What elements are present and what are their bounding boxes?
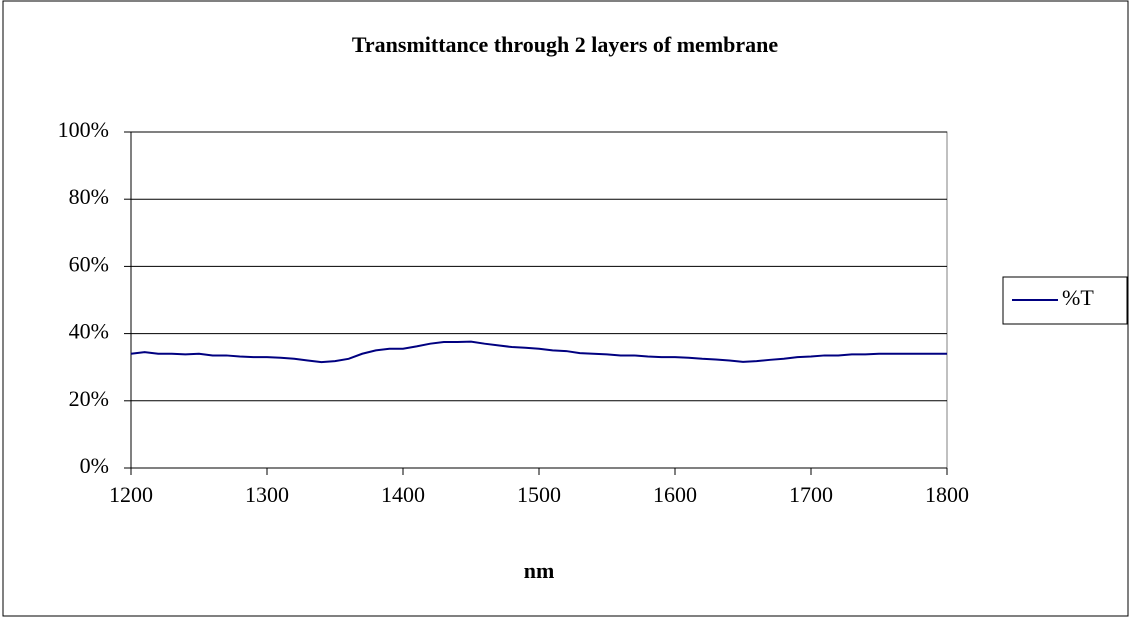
legend-label: %T xyxy=(1062,285,1094,310)
y-tick-label: 100% xyxy=(58,117,109,142)
plot-area xyxy=(130,131,948,469)
x-tick-label: 1500 xyxy=(517,482,561,507)
x-tick-label: 1700 xyxy=(789,482,833,507)
y-tick-label: 0% xyxy=(80,453,109,478)
y-tick-label: 20% xyxy=(69,386,109,411)
y-tick-label: 40% xyxy=(69,319,109,344)
y-tick-label: 80% xyxy=(69,184,109,209)
x-tick-label: 1800 xyxy=(925,482,969,507)
x-tick-label: 1200 xyxy=(109,482,153,507)
x-tick-label: 1300 xyxy=(245,482,289,507)
x-axis-label: nm xyxy=(524,558,555,583)
y-tick-label: 60% xyxy=(69,251,109,276)
data-line xyxy=(130,340,947,364)
x-tick-label: 1400 xyxy=(381,482,425,507)
x-tick-label: 1600 xyxy=(653,482,697,507)
chart-title: Transmittance through 2 layers of membra… xyxy=(352,32,779,57)
